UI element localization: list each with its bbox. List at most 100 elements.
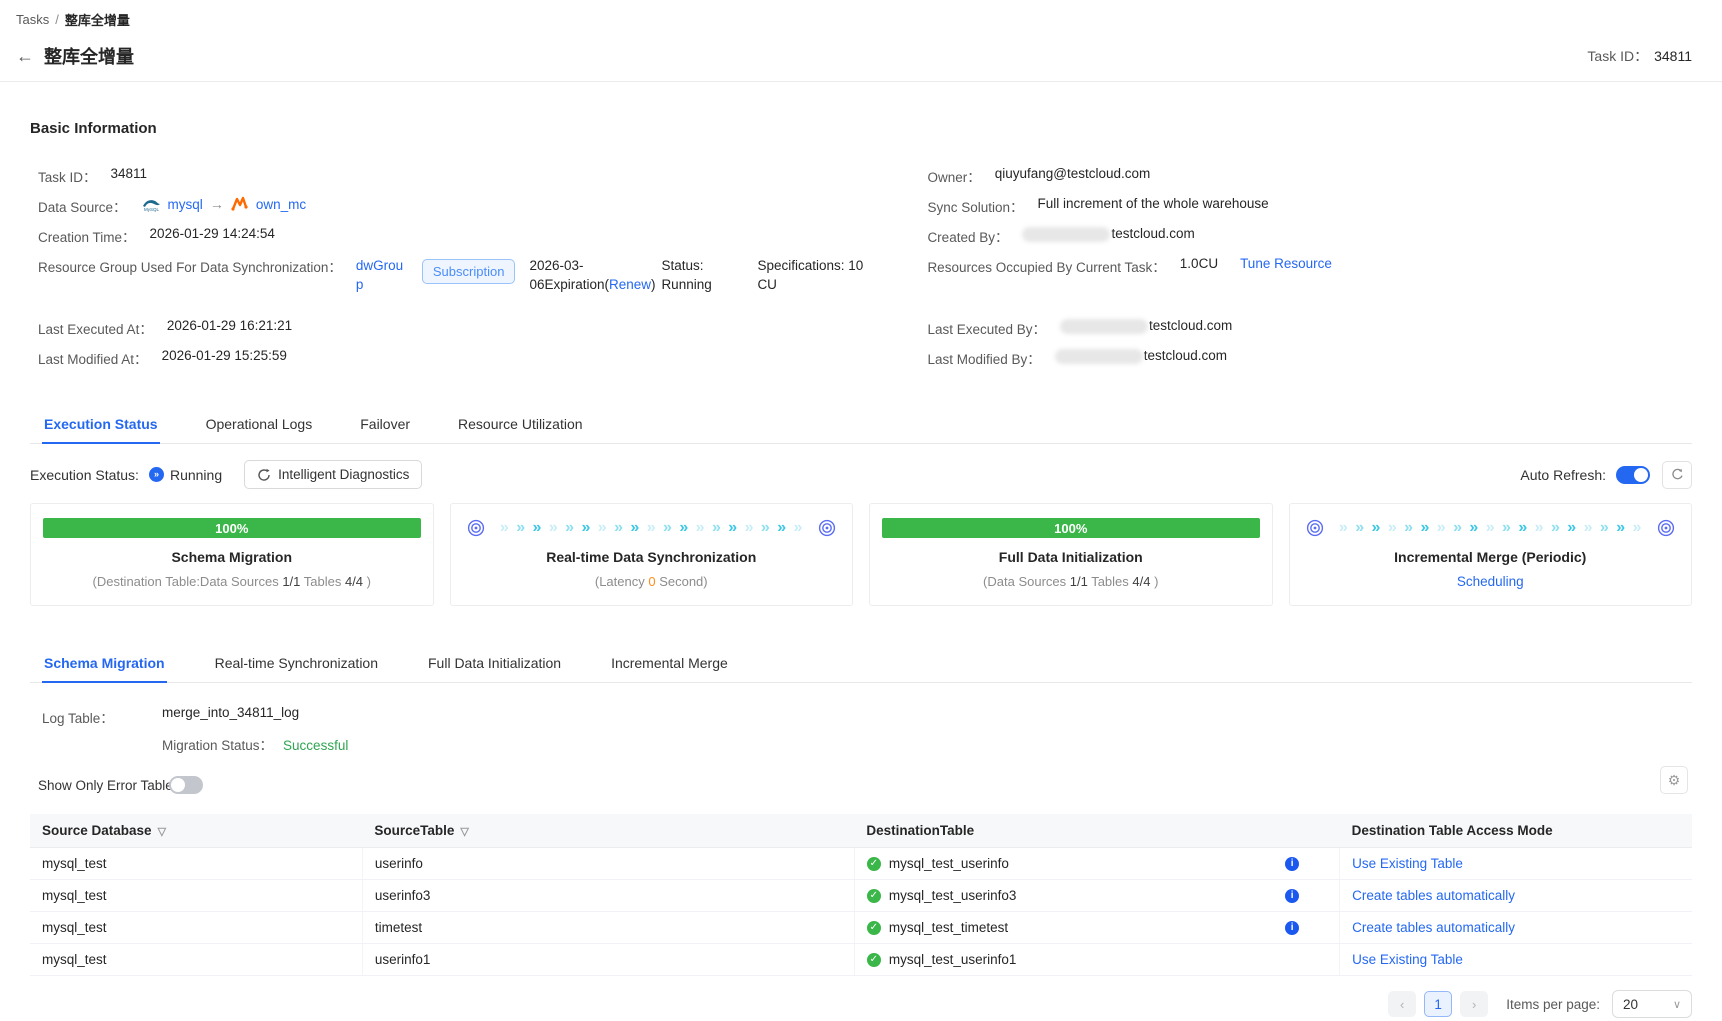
last-modified-by-row: Last Modified By： testcloud.com bbox=[927, 343, 1692, 373]
cell-source-table: timetest bbox=[362, 911, 855, 944]
col-source-table-label: SourceTable bbox=[374, 823, 455, 838]
schema-migration-percent: 100% bbox=[215, 520, 249, 536]
cell-dest-table: mysql_test_userinfo1 bbox=[888, 952, 1017, 967]
full-data-init-percent: 100% bbox=[1054, 520, 1088, 536]
init-sub-prefix: (Data Sources bbox=[983, 574, 1070, 589]
sub-tabs: Schema Migration Real-time Synchronizati… bbox=[30, 646, 1692, 683]
access-mode-link[interactable]: Create tables automatically bbox=[1352, 888, 1515, 903]
current-page-button[interactable]: 1 bbox=[1424, 991, 1453, 1017]
init-sub-mid: Tables bbox=[1087, 574, 1133, 589]
chevron-down-icon: ∨ bbox=[1672, 998, 1681, 1011]
subtab-incremental-merge[interactable]: Incremental Merge bbox=[611, 655, 728, 671]
latency-prefix: (Latency bbox=[594, 574, 649, 589]
col-source-database-label: Source Database bbox=[42, 823, 152, 838]
target-datasource-link[interactable]: own_mc bbox=[255, 196, 307, 212]
access-mode-link[interactable]: Use Existing Table bbox=[1352, 856, 1463, 871]
schema-migration-card-subtitle: (Destination Table:Data Sources 1/1 Tabl… bbox=[43, 574, 421, 589]
task-id-value: 34811 bbox=[110, 166, 148, 181]
resources-occupied-label: Resources Occupied By Current Task： bbox=[927, 260, 1166, 275]
log-table-block: Log Table： merge_into_34811_log Migratio… bbox=[30, 705, 1692, 754]
auto-refresh-toggle[interactable] bbox=[1616, 465, 1650, 484]
source-database-filter-icon[interactable]: ▽ bbox=[157, 826, 167, 838]
incremental-merge-card: »»»»»»»»»»»»»»»»»»» Incremental Merge (P… bbox=[1288, 503, 1692, 606]
subtab-realtime-sync[interactable]: Real-time Synchronization bbox=[214, 655, 378, 671]
merge-dest-target-icon bbox=[1657, 519, 1675, 537]
page-size-value: 20 bbox=[1623, 996, 1639, 1012]
creation-time-label: Creation Time： bbox=[38, 230, 136, 245]
tab-failover[interactable]: Failover bbox=[360, 416, 411, 432]
col-destination-table: DestinationTable bbox=[854, 814, 1340, 848]
owner-value: qiuyufang@testcloud.com bbox=[994, 166, 1151, 181]
source-datasource-link[interactable]: mysql bbox=[167, 196, 203, 212]
last-modified-by-redacted bbox=[1054, 348, 1143, 364]
subtab-full-data-init[interactable]: Full Data Initialization bbox=[428, 655, 562, 671]
merge-source-target-icon bbox=[1306, 519, 1324, 537]
data-source-row: Data Source： MySQL mysql → bbox=[38, 191, 867, 221]
tab-resource-utilization[interactable]: Resource Utilization bbox=[458, 416, 583, 432]
schema-migration-card-title: Schema Migration bbox=[171, 549, 293, 565]
tune-resource-link[interactable]: Tune Resource bbox=[1240, 256, 1332, 271]
merge-flow-arrows: »»»»»»»»»»»»»»»»»»» bbox=[1338, 520, 1642, 536]
last-executed-by-redacted bbox=[1060, 318, 1148, 334]
intelligent-diagnostics-button[interactable]: Intelligent Diagnostics bbox=[244, 460, 423, 489]
resource-group-link[interactable]: dwGroup bbox=[355, 258, 404, 292]
prev-page-button[interactable]: ‹ bbox=[1388, 991, 1417, 1017]
show-only-error-table-toggle[interactable] bbox=[168, 776, 203, 794]
renew-link[interactable]: Renew bbox=[608, 277, 652, 292]
migration-status-value: Successful bbox=[283, 738, 349, 753]
last-executed-at-row: Last Executed At： 2026-01-29 16:21:21 bbox=[38, 313, 867, 343]
info-icon[interactable]: i bbox=[1285, 888, 1300, 903]
tab-execution-status[interactable]: Execution Status bbox=[42, 407, 160, 444]
log-table-label: Log Table： bbox=[42, 711, 114, 726]
cell-source-table: userinfo bbox=[362, 847, 855, 880]
subtab-schema-migration[interactable]: Schema Migration bbox=[42, 646, 167, 683]
realtime-sync-card-title: Real-time Data Synchronization bbox=[546, 549, 757, 565]
diagnostics-icon bbox=[257, 468, 271, 482]
access-mode-link[interactable]: Use Existing Table bbox=[1352, 952, 1463, 967]
table-settings-button[interactable]: ⚙ bbox=[1660, 766, 1688, 794]
full-data-init-progress-bar: 100% bbox=[882, 518, 1260, 538]
source-table-filter-icon[interactable]: ▽ bbox=[460, 826, 469, 838]
sync-solution-value: Full increment of the whole warehouse bbox=[1037, 196, 1269, 211]
manual-refresh-button[interactable] bbox=[1662, 460, 1692, 489]
breadcrumb-tasks[interactable]: Tasks bbox=[16, 12, 50, 27]
full-data-init-card: 100% Full Data Initialization (Data Sour… bbox=[869, 503, 1273, 606]
page-size-select[interactable]: 20 ∨ bbox=[1612, 990, 1692, 1018]
next-page-button[interactable]: › bbox=[1460, 991, 1489, 1017]
data-source-label: Data Source： bbox=[38, 200, 127, 215]
stream-dest-target-icon bbox=[818, 519, 836, 537]
info-icon[interactable]: i bbox=[1285, 920, 1300, 935]
gear-icon: ⚙ bbox=[1667, 771, 1681, 788]
success-check-icon: ✓ bbox=[866, 920, 881, 935]
last-modified-at-row: Last Modified At： 2026-01-29 15:25:59 bbox=[38, 343, 867, 373]
task-id-label: Task ID： bbox=[38, 170, 97, 185]
header-task-id-label: Task ID： bbox=[1587, 48, 1649, 64]
success-check-icon: ✓ bbox=[866, 856, 881, 871]
resources-occupied-value: 1.0CU bbox=[1179, 256, 1219, 271]
last-executed-at-label: Last Executed At： bbox=[38, 322, 153, 337]
info-icon[interactable]: i bbox=[1285, 856, 1300, 871]
tab-operational-logs[interactable]: Operational Logs bbox=[205, 416, 313, 432]
sync-solution-row: Sync Solution： Full increment of the who… bbox=[927, 191, 1692, 221]
scheduling-link[interactable]: Scheduling bbox=[1456, 574, 1524, 589]
mysql-icon: MySQL bbox=[141, 197, 161, 212]
created-by-row: Created By： testcloud.com bbox=[927, 221, 1692, 251]
last-executed-by-label: Last Executed By： bbox=[927, 322, 1046, 337]
created-by-redacted bbox=[1022, 226, 1111, 242]
realtime-sync-card: »»»»»»»»»»»»»»»»»»» Real-time Data Synch… bbox=[449, 503, 853, 606]
diagnostics-button-label: Intelligent Diagnostics bbox=[278, 467, 410, 482]
breadcrumb-separator: / bbox=[55, 12, 59, 27]
col-source-database: Source Database ▽ bbox=[30, 814, 363, 848]
incremental-merge-card-title: Incremental Merge (Periodic) bbox=[1394, 549, 1587, 565]
expiration-prefix: 2026-03-06Expiration( bbox=[529, 258, 609, 292]
back-arrow-icon[interactable]: ← bbox=[16, 45, 34, 66]
cell-dest-table: mysql_test_userinfo bbox=[888, 856, 1009, 871]
resources-occupied-row: Resources Occupied By Current Task： 1.0C… bbox=[927, 251, 1692, 313]
full-data-init-card-title: Full Data Initialization bbox=[998, 549, 1143, 565]
top-header: Tasks / 整库全增量 ← 整库全增量 Task ID： 34811 bbox=[0, 0, 1722, 82]
schema-sub-close: ) bbox=[363, 574, 371, 589]
stream-flow-arrows: »»»»»»»»»»»»»»»»»»» bbox=[499, 520, 803, 536]
full-data-init-card-subtitle: (Data Sources 1/1 Tables 4/4 ) bbox=[882, 574, 1260, 589]
access-mode-link[interactable]: Create tables automatically bbox=[1352, 920, 1515, 935]
schema-sub-count2: 4/4 bbox=[344, 574, 364, 589]
